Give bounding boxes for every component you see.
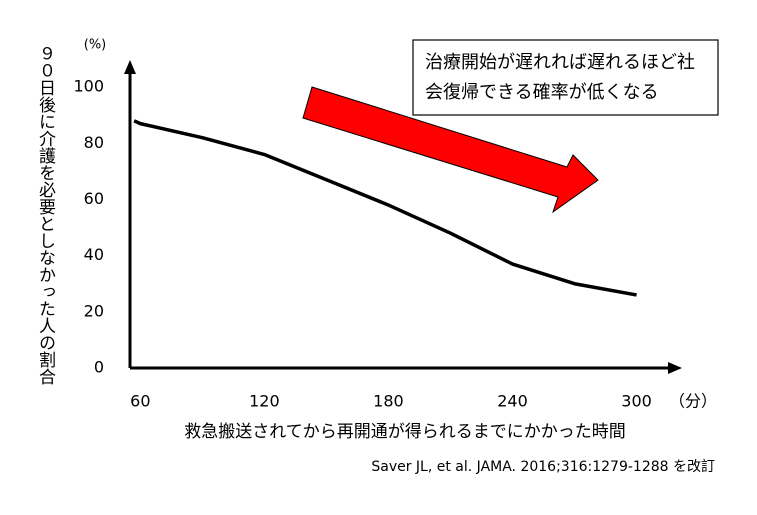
- x-tick-label: 60: [130, 392, 150, 411]
- x-tick-label: 180: [373, 392, 404, 411]
- trend-arrow: [302, 86, 599, 214]
- x-axis-arrow: [668, 362, 682, 374]
- x-tick-label: 120: [249, 392, 280, 411]
- x-tick-label: 300: [621, 392, 652, 411]
- y-tick-label: 60: [84, 189, 104, 208]
- x-unit: （分）: [669, 392, 717, 411]
- y-unit: (%): [84, 38, 107, 53]
- annotation-line: 治療開始が遅れれば遅れるほど社: [425, 52, 695, 73]
- annotation-box: [412, 39, 719, 116]
- y-tick-label: 80: [84, 133, 104, 152]
- x-axis-label: 救急搬送されてから再開通が得られるまでにかかった時間: [184, 422, 626, 442]
- y-axis-label: ９０日後に介護を必要としなかった人の割合: [35, 45, 56, 385]
- y-tick-label: 40: [84, 245, 104, 264]
- x-tick-label: 240: [497, 392, 528, 411]
- annotation-line: 会復帰できる確率が低くなる: [425, 82, 659, 103]
- source: Saver JL, et al. JAMA. 2016;316:1279-128…: [371, 459, 715, 475]
- data-line: [133, 119, 637, 297]
- y-tick-label: 100: [73, 77, 104, 96]
- y-tick-label: 20: [84, 301, 104, 320]
- y-tick-label: 0: [94, 358, 104, 377]
- y-axis-arrow: [124, 60, 136, 74]
